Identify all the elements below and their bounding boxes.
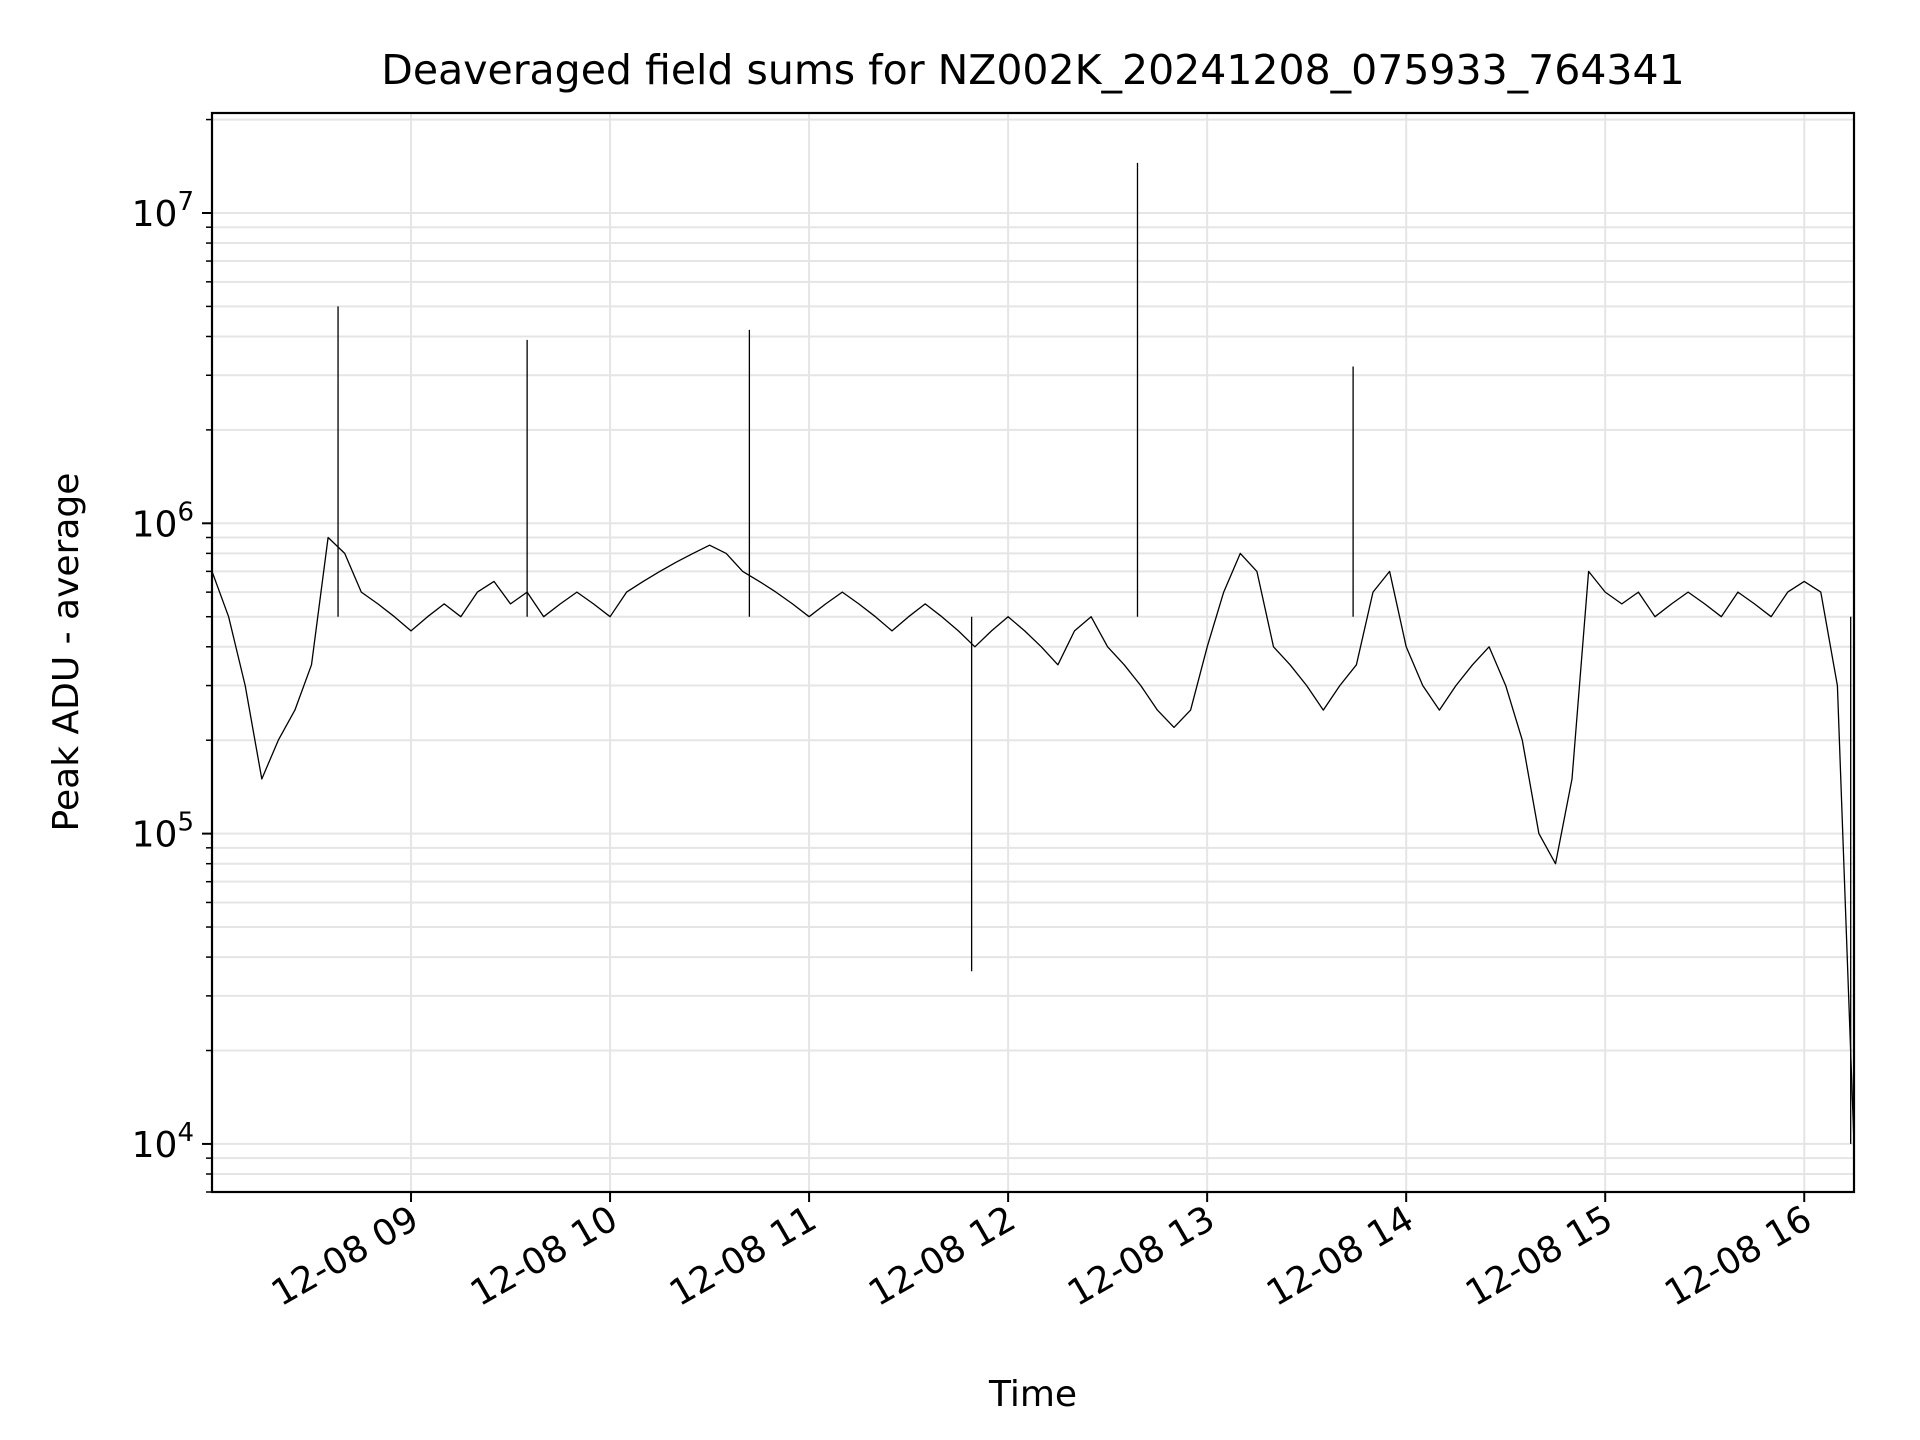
y-tick-label: 104 <box>132 1118 194 1166</box>
y-axis-label: Peak ADU - average <box>46 473 87 832</box>
axes-frame <box>210 111 1856 1194</box>
y-tick-label: 105 <box>132 808 194 856</box>
grid <box>212 113 1854 1193</box>
y-tick-label: 107 <box>132 187 194 235</box>
plot-area <box>211 162 1855 1144</box>
x-axis-label: Time <box>988 1374 1077 1415</box>
series-line <box>211 536 1855 1144</box>
y-tick-label: 106 <box>132 497 194 545</box>
chart-title: Deaveraged field sums for NZ002K_2024120… <box>381 46 1684 94</box>
